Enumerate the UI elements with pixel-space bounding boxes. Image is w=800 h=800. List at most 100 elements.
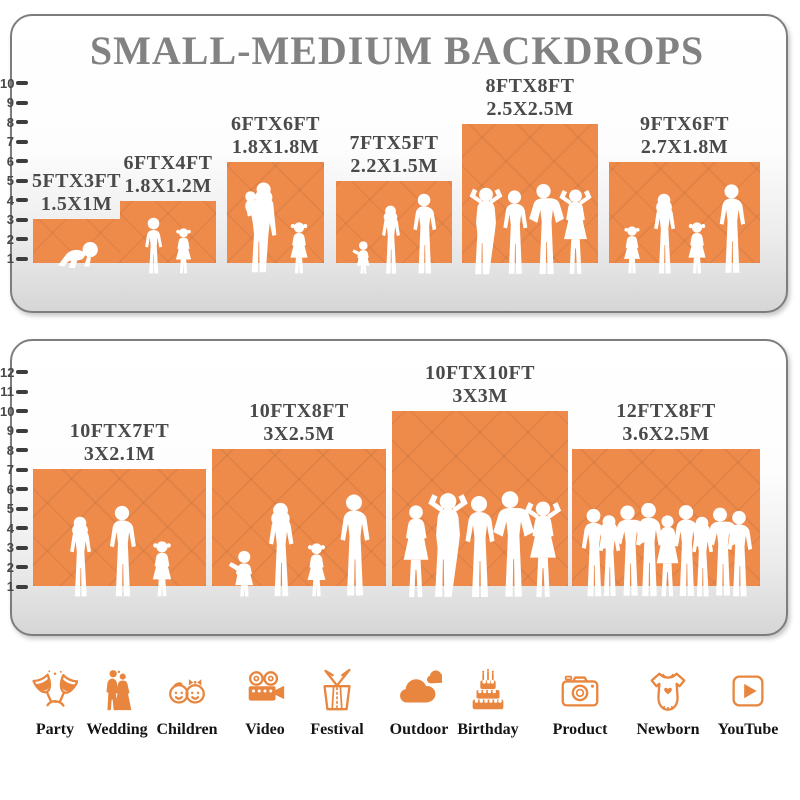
category-label: Wedding — [86, 721, 148, 738]
ruler-tick: 7 — [0, 134, 30, 150]
size-ft: 5FTX3FT — [31, 170, 122, 192]
ruler-number: 4 — [6, 192, 14, 208]
man-silhouette — [104, 505, 140, 598]
ruler-tick: 6 — [0, 154, 30, 169]
backdrop-10ftx8ft: 10FTX8FT 3X2.5M — [212, 400, 386, 586]
ruler-tick: 1 — [0, 251, 30, 266]
size-ft: 10FTX7FT — [69, 420, 170, 442]
backdrop-9ftx6ft: 9FTX6FT 2.7X1.8M — [609, 113, 760, 263]
ruler-dash-icon — [16, 159, 28, 164]
backdrop-size-label: 6FTX6FT 1.8X1.8M — [166, 113, 386, 159]
backdrop-8ftx8ft: 8FTX8FT 2.5X2.5M — [462, 75, 598, 263]
ruler-tick: 2 — [0, 560, 30, 575]
ruler-tick: 4 — [0, 520, 30, 536]
ruler-number: 7 — [6, 462, 14, 478]
size-ft: 12FTX8FT — [616, 400, 716, 422]
backdrop-size-label: 10FTX8FT 3X2.5M — [189, 400, 409, 446]
ruler-tick: 5 — [0, 501, 30, 517]
ruler-number: 10 — [0, 75, 15, 91]
size-ft: 7FTX5FT — [349, 132, 439, 154]
silhouette-group — [120, 217, 216, 275]
ruler-dash-icon — [16, 139, 28, 144]
ruler-number: 5 — [6, 501, 14, 517]
girl-silhouette — [172, 227, 195, 275]
size-m: 1.8X1.2M — [124, 175, 212, 197]
size-m: 2.2X1.5M — [350, 155, 438, 177]
category-label: Party — [35, 721, 75, 738]
ruler-dash-icon — [16, 545, 28, 550]
ruler-dash-icon — [16, 120, 28, 125]
ruler-tick: 8 — [0, 442, 30, 458]
category-label: Product — [552, 721, 608, 738]
size-m: 3X2.1M — [83, 443, 156, 465]
woman-silhouette — [377, 205, 404, 275]
man-silhouette — [408, 193, 440, 275]
youtube-icon — [732, 675, 764, 707]
ruler-tick: 1 — [0, 579, 30, 595]
man-silhouette — [334, 493, 374, 598]
size-ft: 10FTX8FT — [249, 400, 349, 422]
ruler-number: 6 — [6, 481, 14, 497]
festival-icon — [323, 668, 351, 711]
backdrop-6ftx4ft: 6FTX4FT 1.8X1.2M — [120, 152, 216, 263]
ruler-tick: 4 — [0, 192, 30, 208]
size-m: 3.6X2.5M — [622, 423, 710, 445]
category-label: Children — [156, 721, 218, 738]
crawling-baby-silhouette — [52, 239, 101, 271]
size-m: 3X2.5M — [263, 423, 335, 445]
ruler-dash-icon — [16, 565, 28, 570]
ruler-tick: 3 — [0, 540, 30, 555]
backdrop-size-label: 12FTX8FT 3.6X2.5M — [556, 400, 776, 446]
ruler-dash-icon — [16, 81, 28, 85]
ruler-number: 3 — [6, 212, 14, 228]
ruler-tick: 12 — [0, 365, 30, 380]
category-label: Newborn — [636, 721, 700, 738]
backdrop-size-label: 10FTX10FT 3X3M — [370, 362, 590, 408]
category-children: Children — [145, 668, 229, 739]
backdrop-5ftx3ft: 5FTX3FT 1.5X1M — [32, 170, 121, 263]
ruler-number: 8 — [6, 442, 14, 458]
category-label: Birthday — [457, 721, 519, 738]
ruler-dash-icon — [16, 370, 28, 374]
ruler-dash-icon — [16, 487, 28, 492]
ruler-tick: 2 — [0, 232, 30, 247]
ruler-tick: 9 — [0, 95, 30, 110]
backdrop-size-label: 5FTX3FT 1.5X1M — [0, 170, 187, 216]
ruler-number: 1 — [6, 579, 14, 595]
backdrop-size-label: 6FTX4FT 1.8X1.2M — [58, 152, 278, 198]
man-silhouette — [714, 183, 749, 275]
ruler-number: 7 — [6, 134, 14, 150]
page-title: SMALL-MEDIUM BACKDROPS — [89, 28, 705, 73]
ruler-top: 10 9 8 7 6 5 — [0, 75, 30, 266]
girl-silhouette — [303, 542, 330, 598]
backdrop-size-label: 9FTX6FT 2.7X1.8M — [575, 113, 795, 159]
silhouette-group — [336, 193, 452, 275]
ruler-dash-icon — [16, 506, 28, 511]
category-label: YouTube — [717, 721, 779, 738]
category-youtube: YouTube — [706, 668, 790, 739]
ruler-tick: 5 — [0, 173, 30, 188]
ruler-number: 9 — [6, 423, 14, 439]
ruler-number: 8 — [6, 114, 14, 130]
size-m: 1.8X1.8M — [231, 136, 320, 158]
backdrop-size-label: 8FTX8FT 2.5X2.5M — [420, 75, 640, 121]
size-m: 1.5X1M — [40, 193, 113, 215]
ruler-dash-icon — [16, 256, 28, 261]
category-festival: Festival — [295, 668, 379, 739]
ruler-tick: 9 — [0, 423, 30, 439]
silhouette-group — [212, 493, 386, 598]
category-birthday: Birthday — [446, 668, 530, 739]
woman-arms-up-silhouette — [556, 187, 595, 276]
toddler-silhouette — [224, 548, 258, 598]
backdrop-10ftx7ft: 10FTX7FT 3X2.1M — [33, 420, 206, 586]
newborn-icon — [650, 672, 686, 711]
ruler-number: 4 — [6, 520, 14, 536]
boy-silhouette — [141, 217, 166, 275]
outdoor-icon — [400, 670, 442, 703]
category-outdoor: Outdoor — [377, 668, 461, 739]
birthday-icon — [472, 668, 504, 710]
girl-silhouette — [286, 221, 312, 275]
ruler-dash-icon — [16, 409, 28, 414]
children-icon — [169, 679, 205, 704]
backdrop-size-label: 10FTX7FT 3X2.1M — [10, 420, 230, 466]
